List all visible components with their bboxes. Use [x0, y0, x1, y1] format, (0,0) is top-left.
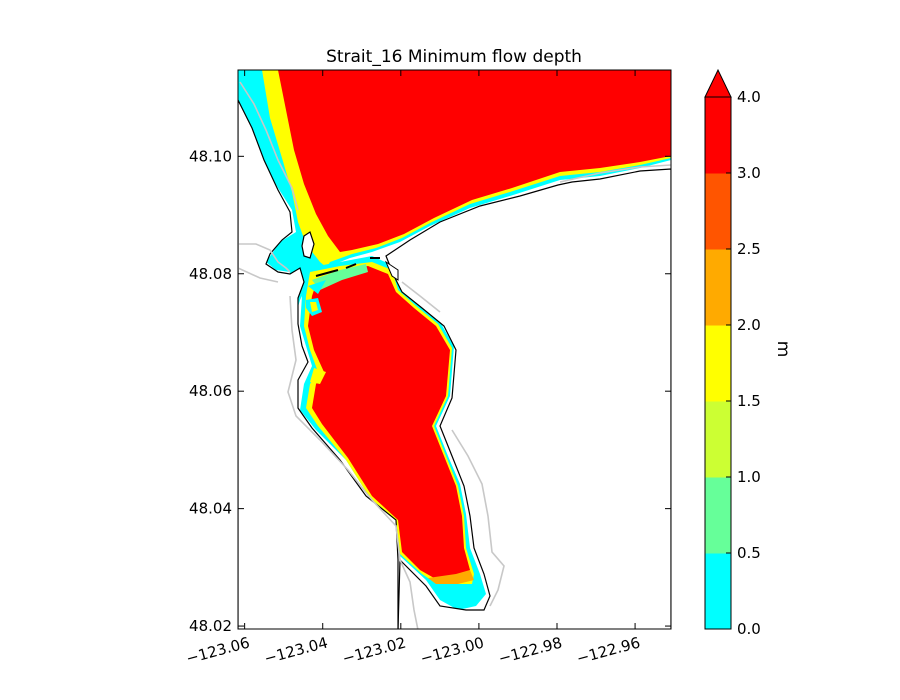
- colorbar-tick-label: 1.5: [737, 392, 761, 410]
- map-axes: −123.06 −123.04 −123.02 −123.00 −122.98 −122.…: [184, 69, 672, 668]
- colorbar-segments: [705, 97, 731, 630]
- land-east: [385, 168, 671, 629]
- x-tick-label: −123.02: [340, 633, 408, 667]
- x-tick-label: −123.06: [184, 633, 252, 667]
- colorbar-segment: [705, 325, 731, 402]
- spit-line: [315, 257, 380, 277]
- contour-south-shallow-band: [428, 570, 474, 584]
- island: [301, 231, 315, 259]
- colorbar-tick-label: 2.5: [737, 240, 761, 258]
- colorbar-tick-label: 3.0: [737, 164, 761, 182]
- colorbar-tick-label: 0.0: [737, 620, 761, 638]
- colorbar-tick-label: 4.0: [737, 88, 761, 106]
- chart-title: Strait_16 Minimum flow depth: [326, 47, 582, 67]
- contour-west-pocket-deep: [310, 302, 318, 312]
- contour-spit-channel: [312, 264, 368, 290]
- contour-strait-deep: [278, 70, 671, 252]
- x-tick-label: −122.96: [575, 633, 643, 667]
- y-tick-label: 48.10: [189, 147, 232, 165]
- axes-frame: [237, 69, 672, 630]
- depth-field: [238, 70, 671, 629]
- y-tick-label: 48.04: [189, 500, 232, 518]
- colorbar-segment: [705, 249, 731, 326]
- x-tick-label: −122.98: [497, 633, 565, 667]
- colorbar-tick-label: 1.0: [737, 468, 761, 486]
- y-tick-label: 48.06: [189, 382, 232, 400]
- colorbar-segment: [705, 477, 731, 554]
- land-west: [238, 99, 399, 629]
- colorbar-segment: [705, 97, 731, 174]
- colorbar-segment: [705, 173, 731, 250]
- contour-bay-deep: [308, 266, 470, 578]
- colorbar-tick-label: 0.5: [737, 544, 761, 562]
- colorbar-segment: [705, 401, 731, 478]
- y-axis: 48.02 48.04 48.06 48.08 48.10: [189, 147, 671, 635]
- spit-tip: [384, 260, 399, 281]
- colorbar-tick-label: 2.0: [737, 316, 761, 334]
- colorbar-label: m: [773, 341, 793, 358]
- contour-notch: [310, 368, 326, 384]
- y-tick-label: 48.02: [189, 617, 232, 635]
- colorbar-frame: [704, 96, 732, 630]
- colorbar: 0.0 0.5 1.0 1.5 2.0 2.5 3.0 4.0 m: [704, 68, 793, 638]
- x-tick-label: −123.00: [418, 633, 486, 667]
- y-tick-label: 48.08: [189, 265, 232, 283]
- colorbar-segment: [705, 553, 731, 630]
- contour-spit-channel-shallow: [308, 280, 326, 294]
- colorbar-extend-arrow: [704, 68, 732, 98]
- colorbar-ticks: 0.0 0.5 1.0 1.5 2.0 2.5 3.0 4.0: [726, 88, 761, 638]
- shoreline-traces: [238, 81, 671, 629]
- x-tick-label: −123.04: [262, 633, 330, 667]
